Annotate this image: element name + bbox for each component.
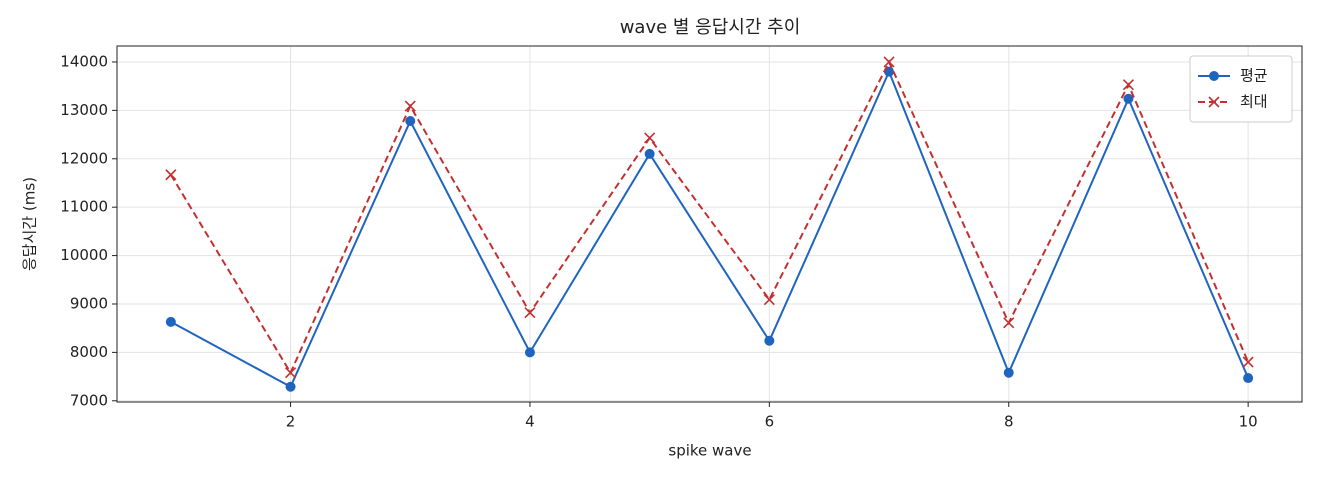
marker — [1242, 356, 1254, 368]
legend-label: 평균 — [1240, 67, 1268, 85]
y-axis-label: 응답시간 (ms) — [21, 177, 39, 271]
x-tick-label: 4 — [525, 413, 535, 431]
marker — [165, 169, 177, 181]
y-tick-label: 7000 — [70, 391, 108, 409]
marker — [764, 335, 775, 346]
legend-marker — [1209, 71, 1219, 81]
y-tick-label: 11000 — [60, 198, 108, 216]
x-tick-label: 6 — [765, 413, 775, 431]
marker — [1243, 373, 1254, 384]
y-tick-label: 9000 — [70, 294, 108, 312]
y-tick-label: 12000 — [60, 149, 108, 167]
chart-title: wave 별 응답시간 추이 — [620, 17, 801, 38]
marker — [524, 347, 535, 358]
marker — [404, 100, 416, 112]
marker — [644, 148, 655, 159]
marker — [1123, 93, 1134, 104]
marker — [405, 116, 416, 127]
series-line — [170, 69, 1250, 389]
x-tick-label: 2 — [286, 413, 296, 431]
marker — [1122, 79, 1135, 91]
y-tick-label: 13000 — [60, 101, 108, 119]
legend-label: 최대 — [1240, 93, 1268, 111]
x-axis-label: spike wave — [668, 442, 751, 460]
marker — [165, 316, 176, 327]
legend-marker — [1208, 96, 1220, 108]
y-tick-label: 14000 — [60, 52, 108, 70]
y-tick-label: 8000 — [70, 343, 108, 361]
marker — [524, 307, 536, 319]
marker — [644, 132, 656, 144]
marker — [1003, 367, 1014, 378]
marker — [285, 381, 296, 392]
plot-frame — [116, 45, 1303, 403]
x-tick-label: 10 — [1239, 413, 1258, 431]
series-line — [170, 59, 1250, 375]
marker — [1003, 317, 1015, 329]
marker — [763, 294, 775, 306]
marker — [284, 367, 297, 379]
x-tick-label: 8 — [1004, 413, 1014, 431]
y-tick-label: 10000 — [60, 246, 108, 264]
marker — [883, 56, 895, 68]
